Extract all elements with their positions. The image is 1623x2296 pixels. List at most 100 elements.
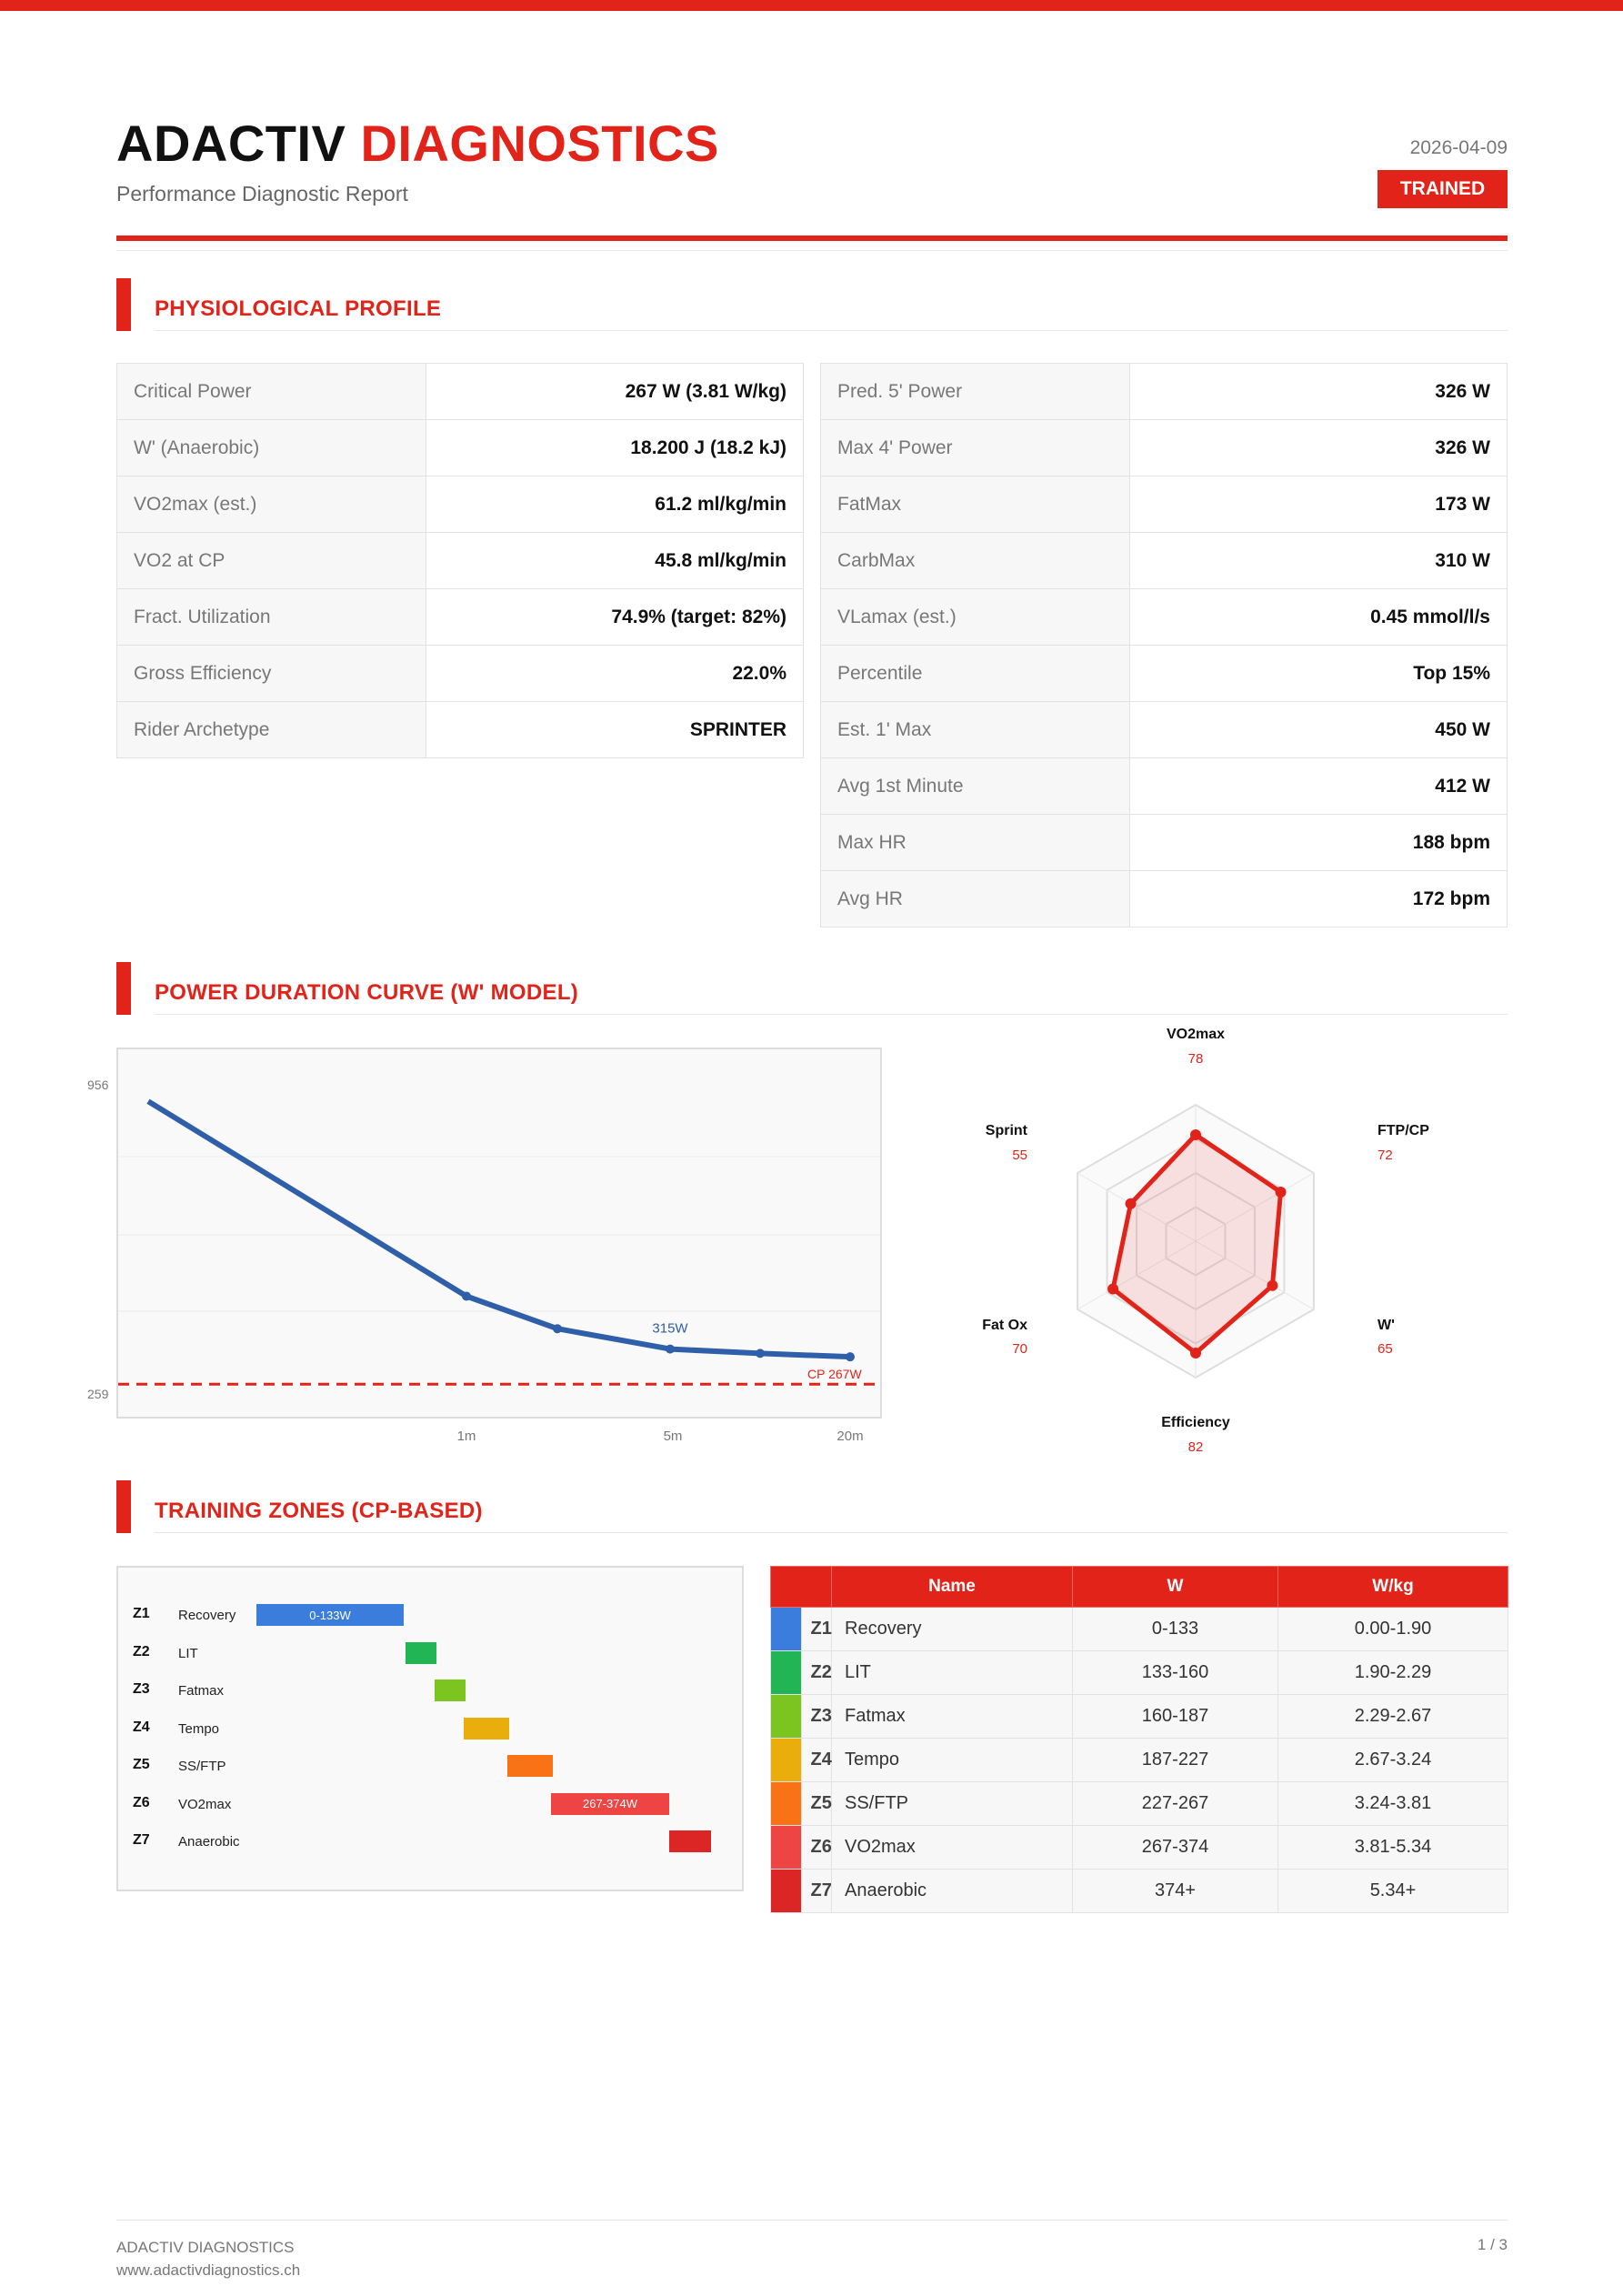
radar-axis-label: W' — [1378, 1318, 1395, 1333]
zone-wkg: 3.81-5.34 — [1277, 1825, 1508, 1870]
profile-label: FatMax — [820, 476, 1130, 533]
profile-row: Pred. 5' Power 326 W — [820, 363, 1508, 420]
zone-table-row: Z4 Tempo 187-227 2.67-3.24 — [770, 1738, 1508, 1782]
zone-color-swatch — [770, 1781, 802, 1826]
profile-label: Critical Power — [116, 363, 426, 420]
profile-label: Avg 1st Minute — [820, 757, 1130, 815]
zone-bar: 267-374W — [551, 1792, 669, 1815]
section-power-duration-curve: POWER DURATION CURVE (W' MODEL) — [116, 962, 1508, 1015]
header-divider-thin — [116, 250, 1508, 251]
section-marker — [116, 962, 131, 1015]
zone-bar-row: Z5 SS/FTP — [118, 1755, 742, 1777]
zone-name: Anaerobic — [178, 1834, 240, 1850]
zone-wkg: 2.67-3.24 — [1277, 1738, 1508, 1782]
profile-label: Max HR — [820, 814, 1130, 871]
report-subtitle: Performance Diagnostic Report — [116, 182, 408, 206]
profile-value: 188 bpm — [1129, 814, 1508, 871]
zone-table-row: Z6 VO2max 267-374 3.81-5.34 — [770, 1825, 1508, 1870]
profile-label: Rider Archetype — [116, 701, 426, 758]
profile-row: Percentile Top 15% — [820, 645, 1508, 702]
profile-row: Fract. Utilization 74.9% (target: 82%) — [116, 588, 804, 646]
profile-value: 326 W — [1129, 419, 1508, 476]
profile-label: Est. 1' Max — [820, 701, 1130, 758]
section-title: TRAINING ZONES (CP-BASED) — [155, 1499, 483, 1523]
profile-label: VO2 at CP — [116, 532, 426, 589]
radar-value-label: 78 — [1188, 1051, 1204, 1067]
zone-name: Recovery — [178, 1608, 236, 1623]
profile-row: VLamax (est.) 0.45 mmol/l/s — [820, 588, 1508, 646]
zone-name: Fatmax — [831, 1694, 1073, 1739]
profile-row: Critical Power 267 W (3.81 W/kg) — [116, 363, 804, 420]
radar-value-label: 55 — [1012, 1148, 1027, 1163]
profile-radar-chart: VO2max 78 FTP/CP 72 W' 65 Efficiency 82 Fat Ox 70… — [982, 1027, 1429, 1455]
zone-color-swatch — [770, 1825, 802, 1870]
footer-company: ADACTIV DIAGNOSTICS — [116, 2239, 295, 2256]
report-date: 2026-04-09 — [1409, 137, 1508, 158]
curve-point — [846, 1352, 855, 1362]
header-name: Name — [831, 1566, 1073, 1608]
profile-value: 18.200 J (18.2 kJ) — [426, 419, 804, 476]
zone-id: Z2 — [133, 1643, 150, 1659]
x-tick-20m: 20m — [837, 1429, 864, 1444]
zone-name: Tempo — [831, 1738, 1073, 1782]
profile-row: FatMax 173 W — [820, 476, 1508, 533]
zone-name: Tempo — [178, 1720, 220, 1737]
zone-bar-row: Z2 LIT — [118, 1641, 742, 1664]
page-number: 1 / 3 — [1477, 2236, 1508, 2253]
footer-url[interactable]: www.adactivdiagnostics.ch — [116, 2261, 301, 2279]
zone-color-swatch — [770, 1607, 802, 1651]
profile-label: Fract. Utilization — [116, 588, 426, 646]
profile-value: 45.8 ml/kg/min — [426, 532, 804, 589]
athlete-level-badge: TRAINED — [1378, 170, 1508, 208]
profile-label: VO2max (est.) — [116, 476, 426, 533]
power-curve-line — [146, 1098, 851, 1360]
radar-axis-label: Sprint — [986, 1123, 1028, 1138]
brand-title: ADACTIV DIAGNOSTICS — [116, 114, 719, 173]
section-underline — [155, 1532, 1508, 1533]
radar-axis-spoke — [1077, 1240, 1197, 1310]
zone-watts: 133-160 — [1072, 1650, 1278, 1695]
zone-bar: 0-133W — [256, 1604, 404, 1626]
cp-reference-label: CP 267W — [807, 1367, 862, 1381]
zone-bar — [406, 1641, 436, 1664]
radar-point — [1275, 1187, 1287, 1198]
section-underline — [155, 1014, 1508, 1015]
radar-axis-label: Fat Ox — [982, 1318, 1027, 1333]
curve-point — [666, 1344, 675, 1354]
zone-bar-row: Z4 Tempo — [118, 1717, 742, 1740]
profile-value: 173 W — [1129, 476, 1508, 533]
zone-bar — [435, 1679, 466, 1701]
profile-label: Percentile — [820, 645, 1130, 702]
radar-point — [1125, 1198, 1137, 1209]
profile-table-left: Critical Power 267 W (3.81 W/kg) W' (Anaer… — [116, 363, 804, 758]
profile-label: CarbMax — [820, 532, 1130, 589]
profile-row: Est. 1' Max 450 W — [820, 701, 1508, 758]
zone-watts: 160-187 — [1072, 1694, 1278, 1739]
zones-table-header: Name W W/kg — [770, 1566, 1508, 1608]
profile-value: Top 15% — [1129, 645, 1508, 702]
radar-axis-label: Efficiency — [1161, 1415, 1230, 1430]
zone-name: LIT — [178, 1645, 198, 1661]
zone-name: VO2max — [831, 1825, 1073, 1870]
radar-value-label: 72 — [1378, 1148, 1393, 1163]
profile-row: Max HR 188 bpm — [820, 814, 1508, 871]
header-watts: W — [1072, 1566, 1278, 1608]
zone-table-row: Z1 Recovery 0-133 0.00-1.90 — [770, 1607, 1508, 1651]
zone-id: Z4 — [800, 1738, 832, 1782]
profile-label: Max 4' Power — [820, 419, 1130, 476]
zone-bar-row: Z1 Recovery 0-133W — [118, 1604, 742, 1626]
profile-value: 326 W — [1129, 363, 1508, 420]
profile-label: Gross Efficiency — [116, 645, 426, 702]
profile-label: Pred. 5' Power — [820, 363, 1130, 420]
zone-id: Z5 — [133, 1757, 150, 1772]
zone-id: Z5 — [800, 1781, 832, 1826]
profile-row: VO2 at CP 45.8 ml/kg/min — [116, 532, 804, 589]
profile-table-right: Pred. 5' Power 326 W Max 4' Power 326 W FatM… — [820, 363, 1508, 927]
profile-value: 74.9% (target: 82%) — [426, 588, 804, 646]
radar-axis-spoke — [1195, 1240, 1315, 1310]
power-duration-chart: CP 267W 315W — [116, 1048, 882, 1419]
zone-bar — [669, 1830, 711, 1852]
profile-value: 0.45 mmol/l/s — [1129, 588, 1508, 646]
profile-row: VO2max (est.) 61.2 ml/kg/min — [116, 476, 804, 533]
profile-value: 61.2 ml/kg/min — [426, 476, 804, 533]
